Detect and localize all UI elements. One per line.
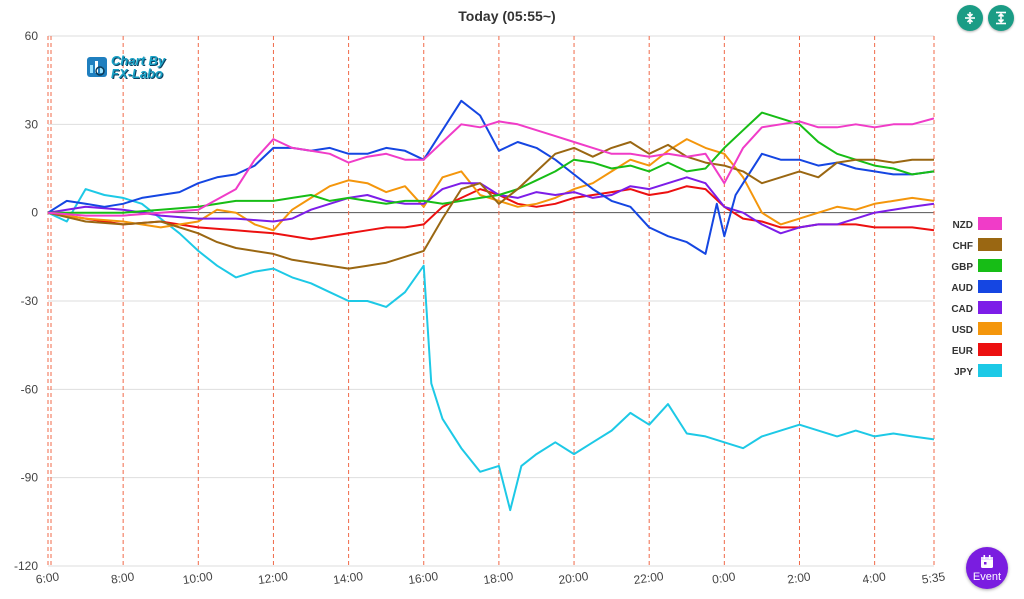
legend-label: CAD: [951, 304, 973, 315]
legend-label: JPY: [954, 367, 973, 378]
legend-swatch: [978, 364, 1002, 377]
series-line-chf: [47, 141, 934, 270]
x-tick-label: 2:00: [786, 569, 811, 586]
x-tick-label: 8:00: [110, 569, 135, 586]
legend-item-cad[interactable]: CAD: [951, 301, 1002, 315]
event-label: Event: [972, 570, 1002, 583]
compress-button[interactable]: [957, 5, 983, 31]
y-tick-label: -90: [21, 471, 39, 485]
series-line-aud: [47, 99, 935, 255]
chart-title: Today (05:55~): [458, 8, 555, 24]
y-tick-label: -30: [21, 294, 39, 308]
x-tick-label: 18:00: [482, 569, 514, 587]
x-tick-label: 16:00: [407, 569, 439, 587]
legend-swatch: [978, 280, 1002, 293]
series-line-nzd: [47, 117, 935, 217]
series-line-jpy: [47, 188, 935, 512]
expand-vertical-icon: [996, 11, 1006, 25]
legend-label: CHF: [952, 241, 973, 252]
y-tick-label: 30: [25, 117, 39, 131]
legend-item-eur[interactable]: EUR: [952, 343, 1002, 357]
legend-swatch: [978, 217, 1002, 230]
y-tick-label: 0: [31, 206, 38, 220]
legend-item-nzd[interactable]: NZD: [952, 217, 1002, 231]
watermark-line2: FX-Labo: [111, 66, 163, 81]
legend-label: EUR: [952, 346, 974, 357]
x-tick-label: 12:00: [257, 569, 289, 587]
legend-item-usd[interactable]: USD: [952, 322, 1002, 336]
series-line-cad: [47, 176, 935, 235]
legend-item-gbp[interactable]: GBP: [951, 259, 1002, 273]
time-gridlines: [47, 36, 935, 566]
legend-item-chf[interactable]: CHF: [952, 238, 1002, 252]
watermark-logo: Chart By FX-Labo: [86, 54, 165, 80]
legend-label: USD: [952, 325, 973, 336]
legend[interactable]: NZD CHF GBP AUD CAD USD EUR JPY: [951, 217, 1002, 378]
y-tick-label: -120: [14, 559, 38, 573]
expand-button[interactable]: [988, 5, 1014, 31]
legend-swatch: [978, 322, 1002, 335]
x-tick-label: 5:35: [921, 569, 946, 586]
legend-swatch: [978, 238, 1002, 251]
legend-swatch: [978, 301, 1002, 314]
y-tick-label: 60: [25, 29, 39, 43]
x-tick-label: 20:00: [558, 569, 590, 587]
x-tick-label: 22:00: [633, 569, 665, 587]
x-tick-label: 10:00: [182, 569, 214, 587]
grid: [48, 35, 934, 567]
legend-label: GBP: [951, 262, 973, 273]
legend-label: NZD: [952, 220, 973, 231]
x-tick-label: 4:00: [862, 569, 887, 586]
event-button[interactable]: Event: [966, 547, 1008, 589]
calendar-icon: [981, 554, 993, 568]
watermark-line1: Chart By: [111, 53, 166, 68]
legend-swatch: [978, 343, 1002, 356]
legend-label: AUD: [951, 283, 973, 294]
compress-vertical-icon: [965, 12, 975, 24]
series-line-usd: [47, 138, 935, 232]
legend-item-jpy[interactable]: JPY: [954, 364, 1002, 378]
series-lines: [47, 99, 935, 512]
x-tick-label: 14:00: [332, 569, 364, 587]
logo-icon: [87, 57, 107, 77]
y-tick-label: -60: [21, 382, 39, 396]
legend-swatch: [978, 259, 1002, 272]
legend-item-aud[interactable]: AUD: [951, 280, 1002, 294]
series-line-gbp: [48, 111, 935, 214]
x-tick-label: 6:00: [35, 569, 60, 586]
x-tick-label: 0:00: [711, 569, 736, 586]
